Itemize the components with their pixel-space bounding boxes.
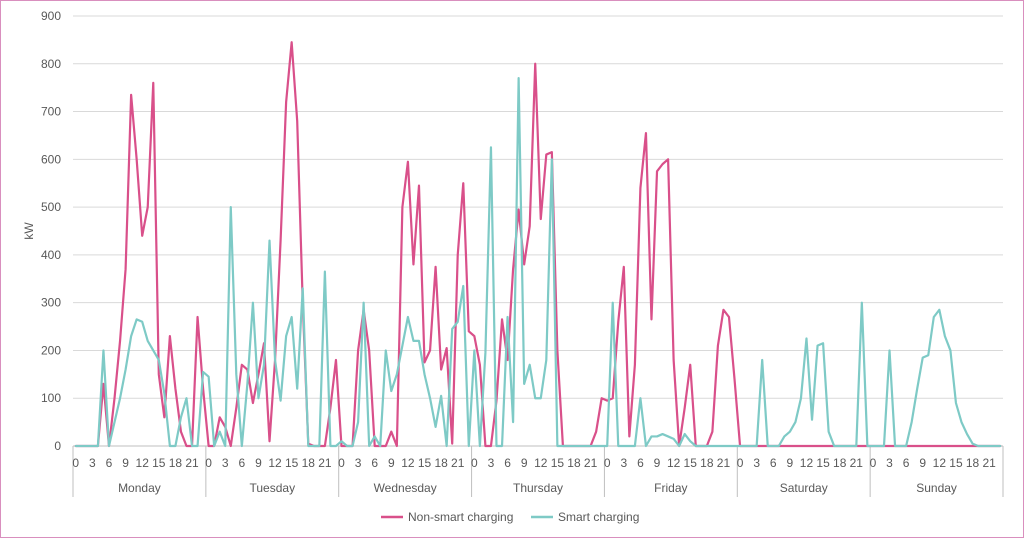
- hour-tick-label: 9: [388, 456, 395, 470]
- hour-tick-label: 0: [737, 456, 744, 470]
- hour-tick-label: 21: [982, 456, 996, 470]
- hour-tick-label: 0: [338, 456, 345, 470]
- y-tick-label: 500: [41, 200, 61, 214]
- y-tick-label: 800: [41, 57, 61, 71]
- y-tick-label: 400: [41, 248, 61, 262]
- y-tick-label: 900: [41, 9, 61, 23]
- hour-tick-label: 6: [371, 456, 378, 470]
- hour-tick-label: 3: [355, 456, 362, 470]
- hour-tick-label: 3: [753, 456, 760, 470]
- hour-tick-label: 3: [488, 456, 495, 470]
- hour-tick-label: 15: [152, 456, 166, 470]
- hour-tick-label: 0: [870, 456, 877, 470]
- hour-tick-label: 12: [401, 456, 415, 470]
- hour-tick-label: 3: [620, 456, 627, 470]
- hour-tick-label: 6: [238, 456, 245, 470]
- hour-tick-label: 9: [521, 456, 528, 470]
- y-tick-label: 700: [41, 105, 61, 119]
- hour-tick-label: 21: [584, 456, 598, 470]
- hour-tick-label: 0: [471, 456, 478, 470]
- day-label: Tuesday: [249, 481, 295, 495]
- hour-tick-label: 18: [302, 456, 316, 470]
- hour-tick-label: 12: [933, 456, 947, 470]
- hour-tick-label: 15: [285, 456, 299, 470]
- hour-tick-label: 9: [654, 456, 661, 470]
- day-label: Friday: [654, 481, 687, 495]
- hour-tick-label: 21: [717, 456, 731, 470]
- hour-tick-label: 15: [551, 456, 565, 470]
- y-tick-label: 0: [54, 439, 61, 453]
- y-tick-label: 300: [41, 296, 61, 310]
- hour-tick-label: 9: [787, 456, 794, 470]
- day-label: Thursday: [513, 481, 563, 495]
- hour-tick-label: 6: [770, 456, 777, 470]
- hour-tick-label: 12: [136, 456, 150, 470]
- y-tick-label: 200: [41, 343, 61, 357]
- hour-tick-label: 15: [418, 456, 432, 470]
- hour-tick-label: 6: [903, 456, 910, 470]
- hour-tick-label: 9: [255, 456, 262, 470]
- hour-tick-label: 0: [72, 456, 79, 470]
- hour-tick-label: 15: [684, 456, 698, 470]
- hour-tick-label: 18: [567, 456, 581, 470]
- hour-tick-label: 3: [886, 456, 893, 470]
- hour-tick-label: 15: [816, 456, 830, 470]
- hour-tick-label: 9: [919, 456, 926, 470]
- day-label: Saturday: [780, 481, 828, 495]
- hour-tick-label: 6: [637, 456, 644, 470]
- day-label: Wednesday: [374, 481, 437, 495]
- legend-smart-label: Smart charging: [558, 510, 639, 524]
- hour-tick-label: 9: [122, 456, 129, 470]
- day-label: Monday: [118, 481, 161, 495]
- hour-tick-label: 12: [534, 456, 548, 470]
- hour-tick-label: 18: [833, 456, 847, 470]
- hour-tick-label: 18: [700, 456, 714, 470]
- hour-tick-label: 12: [268, 456, 282, 470]
- series-line-smart: [74, 77, 1002, 448]
- hour-tick-label: 21: [318, 456, 332, 470]
- hour-tick-label: 3: [222, 456, 229, 470]
- series-line-non-smart: [74, 41, 1002, 448]
- hour-tick-label: 18: [966, 456, 980, 470]
- hour-tick-label: 21: [451, 456, 465, 470]
- hour-tick-label: 15: [949, 456, 963, 470]
- y-tick-label: 600: [41, 152, 61, 166]
- hour-tick-label: 6: [504, 456, 511, 470]
- y-axis-label: kW: [22, 222, 36, 240]
- day-label: Sunday: [916, 481, 957, 495]
- hour-tick-label: 12: [800, 456, 814, 470]
- hour-tick-label: 12: [667, 456, 681, 470]
- hour-tick-label: 21: [850, 456, 864, 470]
- hour-tick-label: 0: [205, 456, 212, 470]
- legend-non-smart-label: Non-smart charging: [408, 510, 513, 524]
- hour-tick-label: 18: [169, 456, 183, 470]
- hour-tick-label: 0: [604, 456, 611, 470]
- hour-tick-label: 6: [106, 456, 113, 470]
- hour-tick-label: 21: [185, 456, 199, 470]
- hour-tick-label: 18: [434, 456, 448, 470]
- hour-tick-label: 3: [89, 456, 96, 470]
- y-tick-label: 100: [41, 391, 61, 405]
